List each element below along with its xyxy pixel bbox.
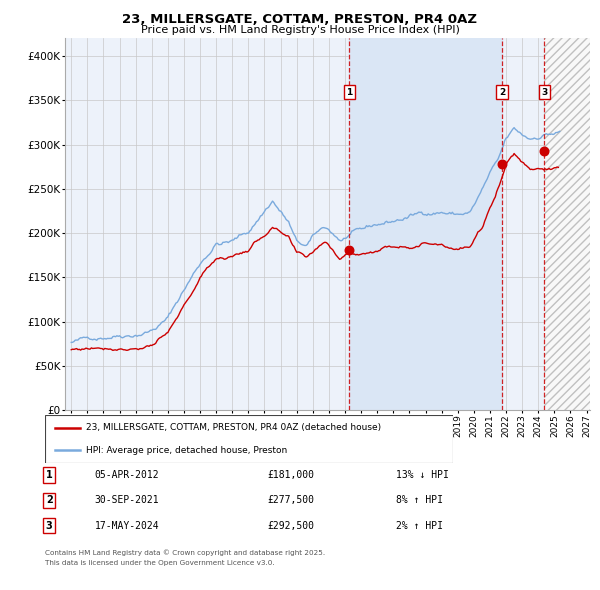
Text: 1: 1 — [346, 88, 352, 97]
Text: HPI: Average price, detached house, Preston: HPI: Average price, detached house, Pres… — [86, 445, 287, 454]
Text: 17-MAY-2024: 17-MAY-2024 — [95, 521, 160, 530]
Text: £181,000: £181,000 — [267, 470, 314, 480]
Text: 13% ↓ HPI: 13% ↓ HPI — [396, 470, 449, 480]
Point — [344, 245, 354, 255]
Text: Price paid vs. HM Land Registry's House Price Index (HPI): Price paid vs. HM Land Registry's House … — [140, 25, 460, 35]
Text: 2: 2 — [499, 88, 505, 97]
Point — [539, 146, 549, 156]
Bar — [349, 38, 502, 410]
Text: 30-SEP-2021: 30-SEP-2021 — [95, 496, 160, 505]
Bar — [544, 38, 590, 410]
Text: 2: 2 — [46, 496, 53, 505]
Text: 05-APR-2012: 05-APR-2012 — [95, 470, 160, 480]
Text: £277,500: £277,500 — [267, 496, 314, 505]
Text: 23, MILLERSGATE, COTTAM, PRESTON, PR4 0AZ: 23, MILLERSGATE, COTTAM, PRESTON, PR4 0A… — [122, 13, 478, 26]
FancyBboxPatch shape — [45, 415, 453, 463]
Point — [497, 160, 507, 169]
Text: 3: 3 — [541, 88, 548, 97]
Text: 8% ↑ HPI: 8% ↑ HPI — [396, 496, 443, 505]
Text: This data is licensed under the Open Government Licence v3.0.: This data is licensed under the Open Gov… — [45, 560, 275, 566]
Text: 23, MILLERSGATE, COTTAM, PRESTON, PR4 0AZ (detached house): 23, MILLERSGATE, COTTAM, PRESTON, PR4 0A… — [86, 424, 381, 432]
Text: £292,500: £292,500 — [267, 521, 314, 530]
Text: Contains HM Land Registry data © Crown copyright and database right 2025.: Contains HM Land Registry data © Crown c… — [45, 550, 325, 556]
Text: 3: 3 — [46, 521, 53, 530]
Text: 1: 1 — [46, 470, 53, 480]
Text: 2% ↑ HPI: 2% ↑ HPI — [396, 521, 443, 530]
